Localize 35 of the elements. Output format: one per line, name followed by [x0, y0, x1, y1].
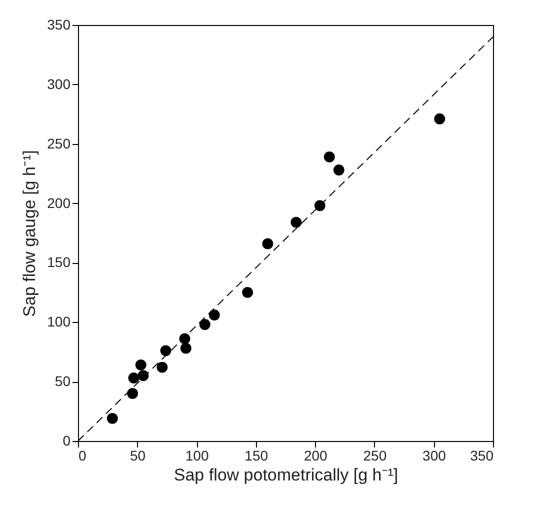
point [208, 310, 220, 320]
x-tick-label: 0 [78, 448, 86, 464]
x-tick-label: 250 [363, 448, 387, 464]
x-axis-title: Sap flow potometrically [g h⁻¹] [174, 466, 398, 484]
point [180, 342, 192, 354]
x-tick-label: 100 [185, 448, 209, 464]
point [434, 113, 446, 124]
point [290, 216, 302, 228]
y-tick-label: 200 [47, 194, 71, 211]
point [160, 345, 172, 356]
point [262, 238, 274, 250]
x-tick-label: 50 [130, 448, 146, 464]
y-tick-label: 300 [47, 76, 71, 92]
point [106, 412, 118, 424]
point [127, 388, 138, 399]
x-tick-label: 150 [244, 448, 268, 464]
point [128, 372, 140, 384]
x-tick-label: 200 [304, 448, 328, 464]
point [156, 362, 168, 373]
point [333, 164, 344, 176]
y-tick-label: 100 [47, 314, 71, 330]
point [324, 151, 335, 162]
x-tick-label: 350 [470, 448, 494, 464]
y-tick-label: 0 [62, 432, 71, 448]
point [242, 286, 254, 298]
point [135, 359, 146, 370]
y-tick-label: 250 [47, 135, 71, 152]
y-tick-label: 50 [54, 373, 71, 390]
y-tick-label: 350 [47, 16, 71, 32]
point [199, 319, 210, 330]
y-tick-label: 150 [47, 254, 71, 270]
x-tick-label: 300 [422, 448, 446, 464]
point [314, 200, 326, 212]
point [138, 370, 149, 382]
y-axis-title: Sap flow gauge [g h⁻¹] [20, 150, 40, 317]
